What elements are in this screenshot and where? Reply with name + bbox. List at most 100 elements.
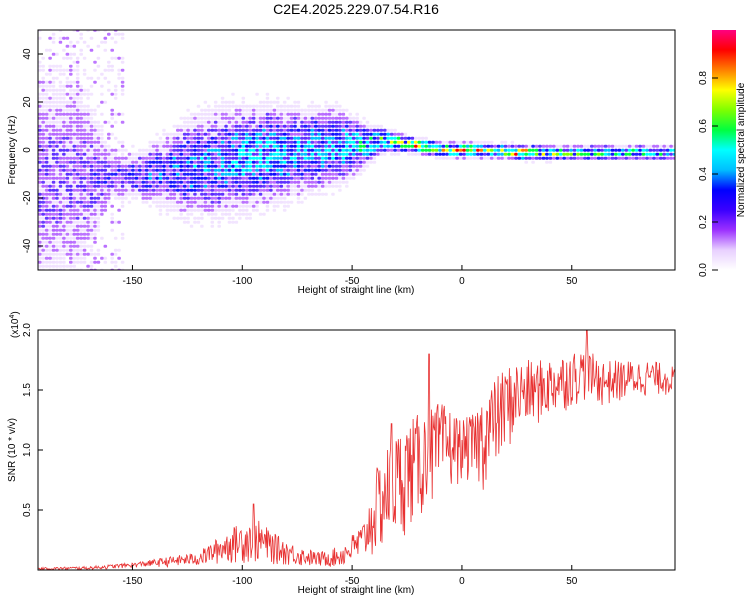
spectrogram-cell <box>614 144 618 148</box>
spectrogram-cell <box>58 56 63 60</box>
spectrogram-cell <box>248 92 252 96</box>
spectrogram-cell <box>455 148 459 152</box>
spectrogram-cell <box>55 240 59 244</box>
spectrogram-cell <box>72 68 77 72</box>
spectrogram-cell <box>386 140 390 144</box>
spectrogram-cell <box>627 160 632 164</box>
spectrogram-cell <box>89 176 94 180</box>
spectrogram-cell <box>555 152 560 156</box>
spectrogram-cell <box>220 156 225 160</box>
spectrogram-cell <box>300 140 304 144</box>
spectrogram-cell <box>521 156 525 160</box>
spectrogram-cell <box>203 164 208 168</box>
spectrogram-cell <box>441 156 446 160</box>
spectrogram-cell <box>265 88 270 92</box>
spectrogram-cell <box>634 160 639 164</box>
spectrogram-cell <box>338 176 342 180</box>
spectrogram-cell <box>241 124 246 128</box>
spectrogram-cell <box>48 56 52 60</box>
spectrogram-cell <box>213 228 218 232</box>
spectrogram-cell <box>103 36 108 40</box>
spectrogram-cell <box>162 128 166 132</box>
spectrogram-cell <box>172 224 177 228</box>
spectrogram-cell <box>151 140 156 144</box>
spectrogram-cell <box>117 68 121 72</box>
spectrogram-cell <box>220 92 225 96</box>
spectrogram-cell <box>44 64 49 68</box>
spectrogram-cell <box>172 128 177 132</box>
spectrogram-cell <box>62 192 66 196</box>
spectrogram-cell <box>103 188 108 192</box>
spectrogram-cell <box>227 160 232 164</box>
spectrogram-cell <box>55 76 59 80</box>
spectrogram-cell <box>93 204 97 208</box>
spectrogram-cell <box>48 80 52 84</box>
spectrogram-cell <box>58 216 63 220</box>
spectrogram-cell <box>82 156 87 160</box>
spectrogram-cell <box>179 112 183 116</box>
spectrogram-cell <box>172 132 177 136</box>
spectrogram-cell <box>314 132 318 136</box>
spectrogram-cell <box>231 216 235 220</box>
spectrogram-cell <box>362 152 366 156</box>
spectrogram-cell <box>51 244 56 248</box>
spectrogram-cell <box>144 184 149 188</box>
spectrogram-cell <box>403 140 408 144</box>
spectrogram-cell <box>669 152 673 156</box>
spectrogram-cell <box>155 184 159 188</box>
spectrogram-cell <box>276 112 280 116</box>
spectrogram-cell <box>48 36 52 40</box>
spectrogram-cell <box>238 208 242 212</box>
spectrogram-cell <box>86 96 90 100</box>
spectrogram-cell <box>120 156 125 160</box>
spectrogram-cell <box>265 84 270 88</box>
spectrogram-cell <box>82 60 87 64</box>
spectrogram-cell <box>62 188 66 192</box>
spectrogram-cell <box>500 156 504 160</box>
spectrogram-cell <box>186 128 190 132</box>
spectrogram-cell <box>100 172 104 176</box>
spectrogram-cell <box>355 144 359 148</box>
spectrogram-cell <box>610 156 615 160</box>
spectrogram-cell <box>93 60 97 64</box>
spectrogram-cell <box>44 216 49 220</box>
spectrogram-cell <box>417 136 422 140</box>
spectrogram-cell <box>276 132 280 136</box>
y-tick-label: 0.5 <box>22 503 33 517</box>
spectrogram-cell <box>314 156 318 160</box>
spectrogram-cell <box>403 148 408 152</box>
spectrogram-cell <box>286 172 290 176</box>
spectrogram-cell <box>310 100 315 104</box>
spectrogram-cell <box>314 168 318 172</box>
spectrogram-cell <box>217 164 221 168</box>
spectrogram-cell <box>165 196 170 200</box>
spectrogram-cell <box>62 108 66 112</box>
spectrogram-cell <box>269 108 273 112</box>
spectrogram-cell <box>193 184 197 188</box>
spectrogram-cell <box>638 144 642 148</box>
spectrogram-cell <box>424 144 428 148</box>
spectrogram-cell <box>241 220 246 224</box>
spectrogram-cell <box>227 220 232 224</box>
spectrogram-cell <box>69 132 73 136</box>
spectrogram-cell <box>255 164 259 168</box>
spectrogram-cell <box>296 124 301 128</box>
spectrogram-cell <box>262 176 266 180</box>
spectrogram-cell <box>189 232 194 236</box>
spectrogram-cell <box>62 172 66 176</box>
spectrogram-cell <box>282 144 287 148</box>
spectrogram-cell <box>431 148 435 152</box>
spectrogram-cell <box>320 124 325 128</box>
spectrogram-cell <box>289 164 294 168</box>
spectrogram-cell <box>58 120 63 124</box>
spectrogram-cell <box>69 252 73 256</box>
spectrogram-cell <box>576 152 580 156</box>
spectrogram-cell <box>113 220 118 224</box>
spectrogram-cell <box>348 112 353 116</box>
spectrogram-cell <box>65 180 70 184</box>
spectrogram-cell <box>172 160 177 164</box>
spectrogram-cell <box>507 156 511 160</box>
spectrogram-cell <box>48 164 52 168</box>
spectrogram-cell <box>296 192 301 196</box>
spectrogram-cell <box>86 252 90 256</box>
